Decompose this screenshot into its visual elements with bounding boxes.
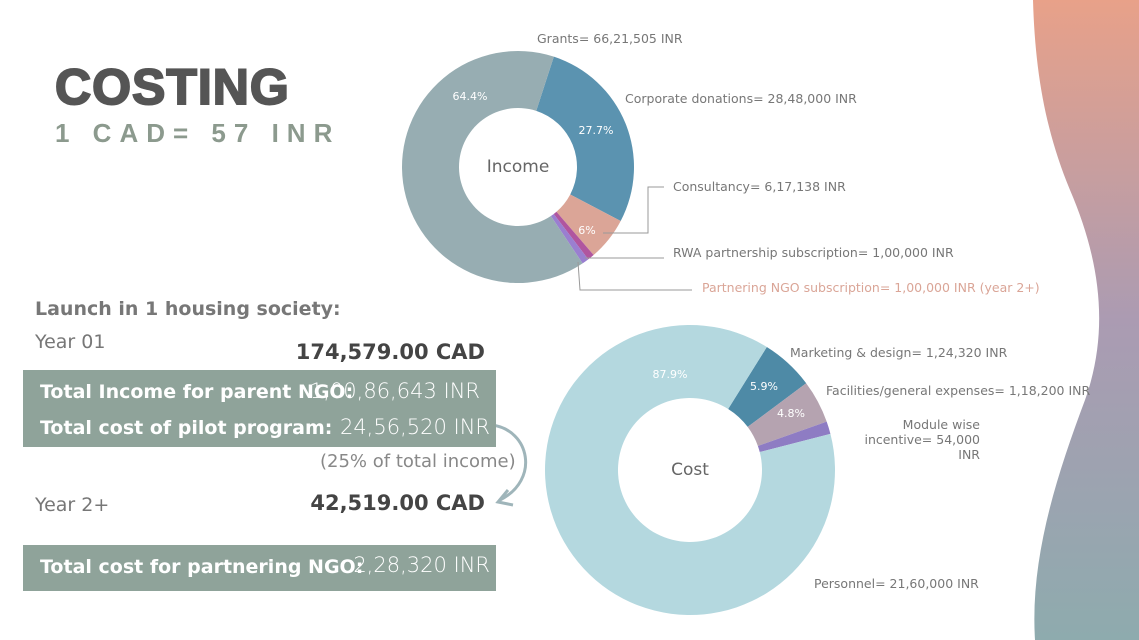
row-value: 2,28,320 INR bbox=[353, 553, 490, 577]
value-label: 4.8% bbox=[777, 407, 805, 420]
note: (25% of total income) bbox=[320, 451, 516, 472]
leader-line bbox=[577, 261, 692, 291]
year-amount: 42,519.00 CAD bbox=[310, 491, 485, 515]
category-label: Grants= 66,21,505 INR bbox=[537, 31, 683, 46]
launch-heading: Launch in 1 housing society: bbox=[35, 298, 341, 320]
category-label: Partnering NGO subscription= 1,00,000 IN… bbox=[702, 280, 1040, 295]
value-label: 64.4% bbox=[453, 90, 488, 103]
center-label: Income bbox=[487, 157, 550, 177]
category-label: Facilities/general expenses= 1,18,200 IN… bbox=[826, 383, 1091, 398]
donut-slice bbox=[757, 421, 831, 453]
donut-slice bbox=[556, 194, 621, 255]
category-label: Module wise incentive= 54,000 INR bbox=[864, 417, 980, 462]
category-label: Marketing & design= 1,24,320 INR bbox=[790, 345, 1008, 360]
donut-slice bbox=[747, 383, 827, 446]
arrow-head bbox=[495, 489, 514, 507]
donut-slice bbox=[545, 325, 835, 615]
value-label: 87.9% bbox=[653, 368, 688, 381]
row-value: 1,00,86,643 INR bbox=[309, 379, 480, 403]
row-label: Total cost for partnering NGO: bbox=[40, 556, 364, 578]
category-label: Consultancy= 6,17,138 INR bbox=[673, 179, 846, 194]
donut-slice bbox=[402, 51, 583, 284]
row-label: Total cost of pilot program: bbox=[40, 417, 333, 439]
row-value: 24,56,520 INR bbox=[339, 415, 490, 439]
category-label: Personnel= 21,60,000 INR bbox=[814, 576, 979, 591]
decor-wave bbox=[1033, 0, 1139, 640]
donut-slice bbox=[536, 56, 634, 221]
year-label: Year 01 bbox=[35, 331, 106, 353]
donut-slice bbox=[553, 211, 594, 260]
value-label: 5.9% bbox=[750, 380, 778, 393]
summary-box bbox=[23, 370, 496, 447]
year-amount: 174,579.00 CAD bbox=[295, 340, 485, 364]
curved-arrow bbox=[491, 423, 528, 502]
row-label: Total Income for parent NGO: bbox=[40, 381, 354, 403]
value-label: 6% bbox=[578, 224, 595, 237]
summary-box bbox=[23, 545, 496, 591]
subtitle: 1 CAD= 57 INR bbox=[55, 118, 341, 148]
category-label: Corporate donations= 28,48,000 INR bbox=[625, 91, 857, 106]
value-label: 27.7% bbox=[579, 124, 614, 137]
donut-slice bbox=[728, 347, 807, 427]
donut-slice bbox=[550, 213, 589, 264]
year-label: Year 2+ bbox=[35, 494, 110, 516]
category-label: RWA partnership subscription= 1,00,000 I… bbox=[673, 245, 954, 260]
title: COSTING bbox=[54, 58, 290, 116]
leader-line bbox=[603, 186, 664, 234]
center-label: Cost bbox=[671, 460, 709, 480]
